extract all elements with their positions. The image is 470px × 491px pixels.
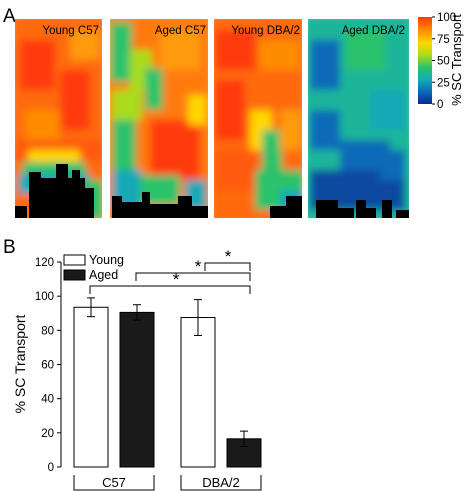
significance-bracket [135,272,251,281]
y-axis-label: % SC Transport [12,314,28,413]
category-label: DBA/2 [202,475,240,490]
category-bracket [180,475,262,491]
colorbar-tick-label: 25 [437,77,450,89]
colorbar-label: % SC Transport [449,14,464,106]
significance-marker: * [173,270,180,289]
panel-label-b: B [3,237,16,258]
heatmap-young-c57: Young C57 [15,19,102,218]
y-tick-label: 120 [35,257,54,269]
colorbar-tick-label: 50 [437,56,450,68]
category-labels: C57 DBA/2 [73,475,262,491]
significance-bracket [89,285,251,294]
panel-label-a: A [3,6,16,27]
legend-swatch-young [63,254,86,266]
legend-label: Young [89,253,124,267]
heatmap-title: Aged DBA/2 [342,25,405,37]
significance-marker: * [195,257,202,276]
y-tick-label: 60 [41,360,54,372]
colorbar: 0 25 50 75 100 % SC Transport [418,12,464,111]
y-tick-label: 0 [48,462,54,474]
heatmap-young-dba2: Young DBA/2 [214,19,302,218]
colorbar-scale [418,17,432,104]
y-tick-label: 100 [35,291,54,303]
error-bars [87,297,248,447]
heatmap-title: Aged C57 [155,25,206,37]
bars [73,306,262,468]
legend-swatch-aged [63,269,86,281]
y-tick-label: 40 [41,394,54,406]
y-tick-label: 80 [41,325,54,337]
category-label: C57 [102,475,126,490]
heatmap-title: Young C57 [43,25,100,37]
bar-chart: % SC Transport 0 20 40 60 80 100 120 * * * C57 DB… [12,247,262,491]
bar-dba2-young [180,317,216,468]
y-axis: 0 20 40 60 80 100 120 [35,257,62,474]
colorbar-tick-label: 100 [437,12,456,24]
y-tick-label: 20 [41,428,54,440]
colorbar-tick-label: 75 [437,34,450,46]
colorbar-tick-label: 0 [437,99,443,111]
significance-bracket [204,262,251,271]
legend-label: Aged [89,268,118,282]
bar-c57-aged [119,311,155,468]
significance-brackets: * * * [89,247,251,294]
significance-marker: * [225,247,232,266]
bar-c57-young [73,306,109,468]
category-bracket [73,475,155,491]
heatmap-aged-c57: Aged C57 [110,19,208,218]
heatmap-title: Young DBA/2 [231,25,300,37]
heatmap-aged-dba2: Aged DBA/2 [308,19,409,218]
